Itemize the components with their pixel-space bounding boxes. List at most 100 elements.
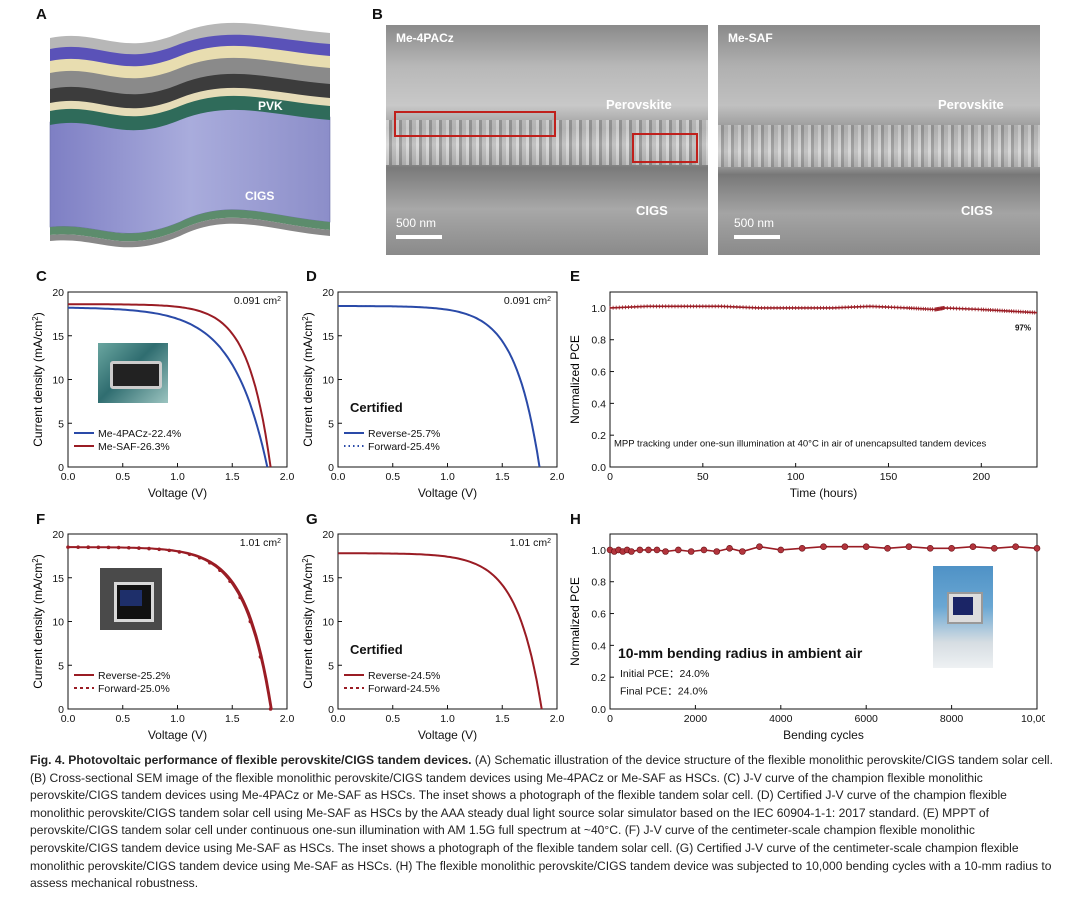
data-point bbox=[777, 546, 785, 554]
y-tick-label: 0.2 bbox=[591, 672, 606, 684]
bending-chart-h: 0 2000 4000 6000 8000 10,000 0.0 0.2 0.4 0.6 0.8 1.… bbox=[568, 533, 1045, 742]
x-tick-label: 0.0 bbox=[331, 471, 346, 483]
area-label: 0.091 cm2 bbox=[504, 295, 551, 307]
x-tick-label: 10,000 bbox=[1021, 713, 1045, 725]
sem-image-right: Me-SAF Perovskite CIGS 500 nm bbox=[718, 25, 1040, 255]
jv-chart-f: 0.0 0.5 1.0 1.5 2.0 0 5 10 15 20 Voltage (V) Curren… bbox=[31, 529, 295, 742]
x-tick-label: 1.5 bbox=[495, 471, 510, 483]
data-point bbox=[258, 655, 263, 659]
data-point bbox=[820, 543, 827, 551]
y-tick-label: 0 bbox=[328, 704, 334, 716]
area-label: 1.01 cm2 bbox=[240, 537, 281, 549]
bending-title: 10-mm bending radius in ambient air bbox=[618, 645, 863, 661]
x-tick-label: 2.0 bbox=[280, 471, 295, 483]
y-axis-label: Current density (mA/cm2) bbox=[31, 312, 46, 446]
y-axis-label: Normalized PCE bbox=[568, 335, 582, 424]
mppt-note: MPP tracking under one-sun illumination … bbox=[614, 438, 986, 449]
data-point bbox=[687, 548, 695, 555]
y-tick-label: 0.0 bbox=[591, 704, 606, 716]
y-tick-label: 10 bbox=[52, 375, 64, 387]
data-point bbox=[675, 546, 682, 554]
y-tick-label: 0.4 bbox=[591, 398, 606, 410]
initial-pce: Initial PCE：24.0% bbox=[620, 668, 709, 680]
data-point bbox=[905, 543, 913, 551]
cigs-label: CIGS bbox=[245, 189, 274, 203]
y-tick-label: 1.0 bbox=[591, 545, 606, 557]
y-axis-label: Current density (mA/cm2) bbox=[301, 312, 316, 446]
x-tick-label: 150 bbox=[880, 471, 898, 483]
panel-letter-a: A bbox=[36, 6, 47, 23]
x-tick-label: 200 bbox=[973, 471, 991, 483]
plot-frame bbox=[609, 291, 1038, 468]
y-tick-label: 10 bbox=[322, 617, 334, 629]
legend-label: Reverse-25.7% bbox=[368, 428, 440, 440]
x-tick-label: 0 bbox=[607, 471, 613, 483]
y-tick-label: 20 bbox=[322, 287, 334, 299]
jv-chart-c: 0.0 0.5 1.0 1.5 2.0 0 5 10 15 20 Voltage (V) Curren… bbox=[31, 287, 295, 500]
y-tick-label: 0 bbox=[328, 462, 334, 474]
y-tick-label: 15 bbox=[52, 331, 64, 343]
data-point bbox=[926, 545, 934, 552]
sem-sample-label: Me-SAF bbox=[728, 31, 773, 45]
data-point bbox=[662, 548, 669, 555]
x-tick-label: 2.0 bbox=[280, 713, 295, 725]
data-point bbox=[628, 548, 635, 555]
x-tick-label: 1.0 bbox=[440, 713, 455, 725]
perovskite-label: Perovskite bbox=[606, 97, 672, 112]
x-axis-label: Time (hours) bbox=[790, 486, 858, 500]
y-tick-label: 0.8 bbox=[591, 335, 606, 347]
figure-caption: Fig. 4. Photovoltaic performance of flex… bbox=[30, 752, 1055, 893]
y-tick-label: 0.6 bbox=[591, 367, 606, 379]
data-point bbox=[66, 545, 70, 549]
data-point bbox=[137, 546, 141, 550]
x-tick-label: 1.5 bbox=[225, 471, 240, 483]
x-tick-label: 0.0 bbox=[331, 713, 346, 725]
x-tick-label: 1.5 bbox=[495, 713, 510, 725]
scale-bar-label: 500 nm bbox=[396, 216, 437, 230]
panel-letter-h: H bbox=[570, 511, 581, 528]
x-tick-label: 2000 bbox=[684, 713, 708, 725]
y-tick-label: 0.6 bbox=[591, 609, 606, 621]
x-axis-label: Voltage (V) bbox=[418, 486, 477, 500]
x-tick-label: 1.5 bbox=[225, 713, 240, 725]
panel-letter-f: F bbox=[36, 511, 46, 528]
x-axis-label: Bending cycles bbox=[783, 728, 864, 742]
y-tick-label: 1.0 bbox=[591, 303, 606, 315]
x-tick-label: 0.0 bbox=[61, 713, 76, 725]
data-point bbox=[218, 568, 222, 573]
y-tick-label: 5 bbox=[58, 660, 64, 672]
data-point bbox=[1012, 543, 1019, 551]
y-tick-label: 15 bbox=[322, 331, 334, 343]
x-tick-label: 1.0 bbox=[440, 471, 455, 483]
panel-letter-c: C bbox=[36, 268, 47, 285]
final-pce: Final PCE：24.0% bbox=[620, 686, 708, 698]
sem-image-left: Me-4PACz Perovskite CIGS 500 nm bbox=[386, 25, 708, 255]
pvk-label: PVK bbox=[258, 99, 283, 113]
x-tick-label: 1.0 bbox=[170, 471, 185, 483]
data-point bbox=[177, 550, 182, 554]
y-axis-label: Current density (mA/cm2) bbox=[31, 554, 46, 688]
data-point bbox=[116, 545, 121, 550]
data-point bbox=[636, 546, 644, 554]
y-tick-label: 0 bbox=[58, 462, 64, 474]
inset-photo-bending bbox=[933, 566, 993, 668]
end-value-label: 97% bbox=[1015, 324, 1031, 333]
panel-letter-e: E bbox=[570, 268, 581, 285]
jv-chart-g: 0.0 0.5 1.0 1.5 2.0 0 5 10 15 20 Voltage (V) Curren… bbox=[301, 529, 565, 742]
data-point bbox=[187, 552, 192, 557]
y-tick-label: 5 bbox=[328, 418, 334, 430]
data-point bbox=[645, 546, 652, 554]
jv-curve-2 bbox=[338, 552, 543, 710]
data-point bbox=[841, 543, 849, 551]
y-tick-label: 15 bbox=[52, 573, 64, 585]
x-tick-label: 0.5 bbox=[385, 713, 400, 725]
data-point bbox=[96, 545, 101, 550]
x-tick-label: 2.0 bbox=[550, 471, 565, 483]
y-tick-label: 0 bbox=[58, 704, 64, 716]
y-tick-label: 0.0 bbox=[591, 462, 606, 474]
data-point bbox=[268, 707, 273, 711]
x-tick-label: 4000 bbox=[769, 713, 793, 725]
y-tick-label: 10 bbox=[322, 375, 334, 387]
data-point bbox=[990, 545, 998, 552]
x-tick-label: 0.5 bbox=[115, 471, 130, 483]
